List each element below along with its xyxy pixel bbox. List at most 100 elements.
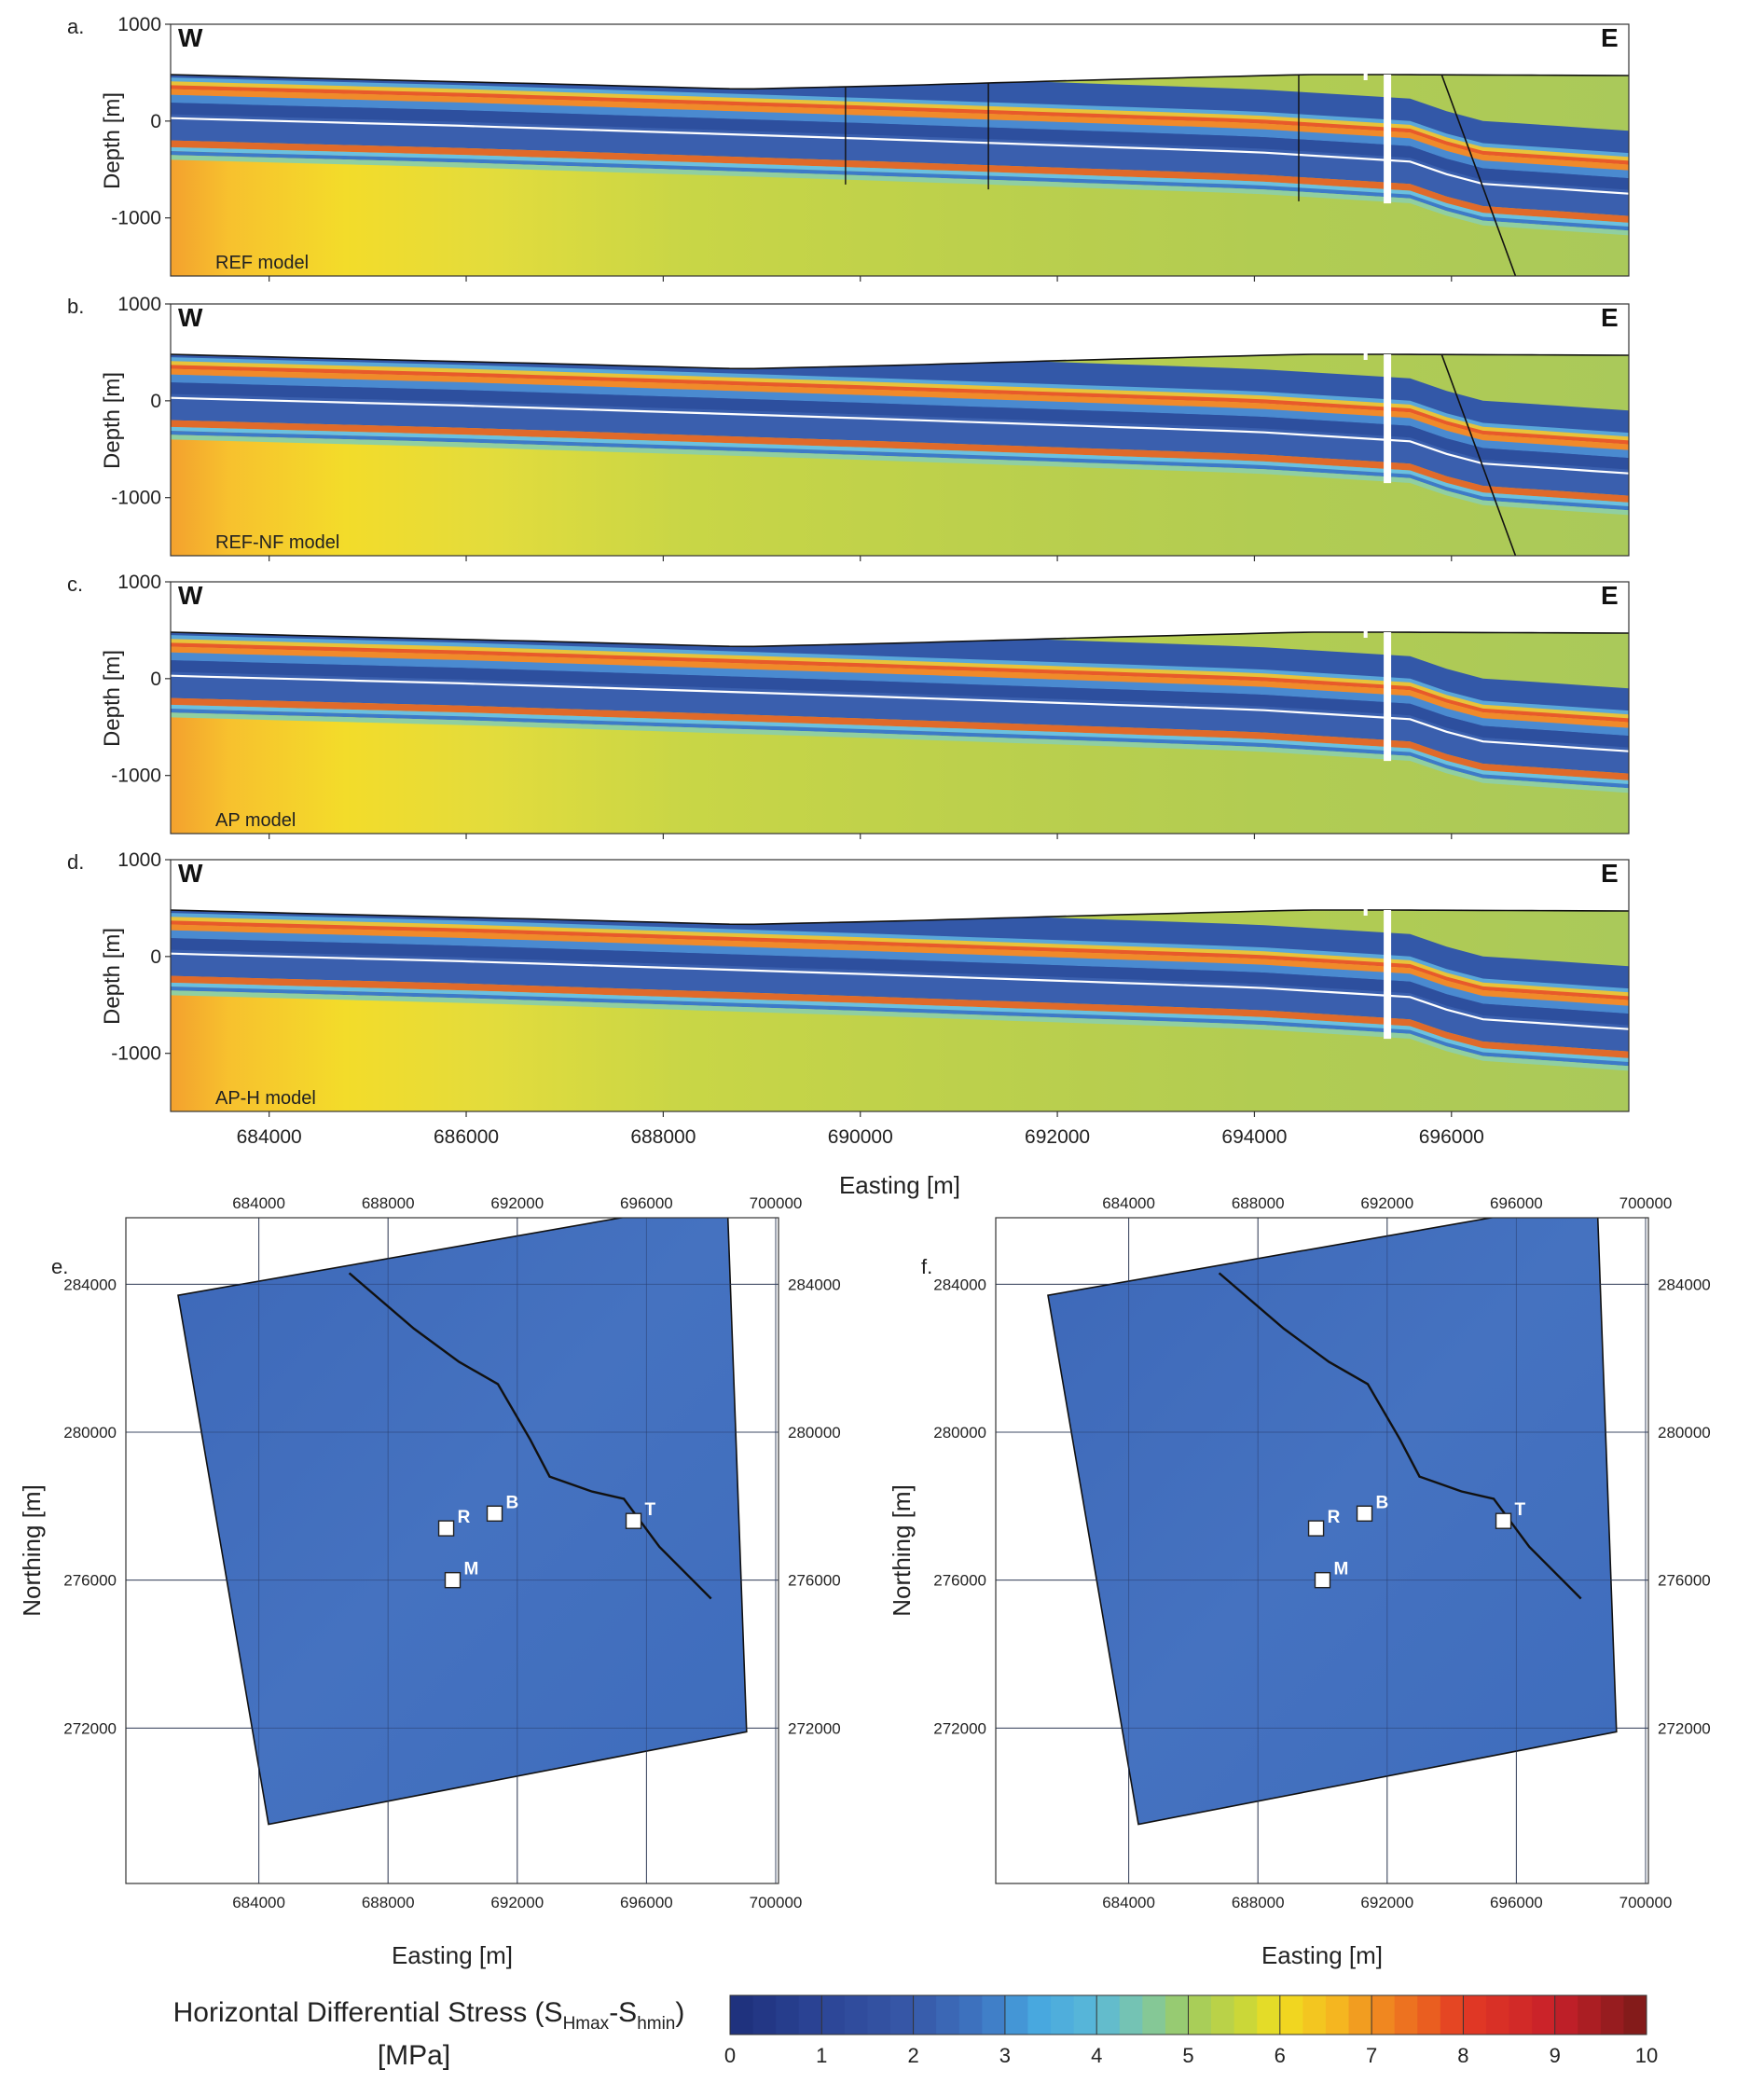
y-tick-label: -1000 bbox=[111, 766, 161, 787]
well-t-marker bbox=[1384, 354, 1392, 484]
y-tick-label: 0 bbox=[150, 391, 161, 412]
stress-field: T W E AP-H model bbox=[171, 859, 1629, 1111]
map-bottom-tick-label: 696000 bbox=[620, 1894, 673, 1911]
east-label: E bbox=[1601, 303, 1619, 332]
main-fault-line bbox=[1440, 353, 1517, 556]
blue-band-2 bbox=[171, 94, 1629, 179]
stress-field: T W E REF-NF model bbox=[171, 303, 1629, 556]
map-bottom-tick-label: 688000 bbox=[1232, 1894, 1285, 1911]
map-body: R B M T bbox=[126, 1218, 779, 1883]
colorbar-segment bbox=[1440, 1995, 1464, 2035]
y-tick-label: 0 bbox=[150, 111, 161, 132]
high-stress-band bbox=[171, 920, 1629, 1000]
colorbar-segment bbox=[798, 1995, 822, 2035]
x-tick-label: 688000 bbox=[630, 1126, 696, 1148]
sky-region bbox=[171, 582, 1629, 647]
x-tick-label: 692000 bbox=[1025, 1126, 1090, 1148]
well-t-marker bbox=[1384, 910, 1392, 1040]
colorbar-tick-label: 7 bbox=[1366, 2044, 1377, 2067]
lower-cyan-band bbox=[171, 426, 1629, 506]
map-left-tick-label: 284000 bbox=[63, 1276, 117, 1293]
map-y-axis-label: Northing [m] bbox=[888, 1484, 916, 1617]
colorbar-segment bbox=[1348, 1995, 1372, 2035]
faults bbox=[845, 74, 1517, 276]
colorbar-tick-label: 1 bbox=[816, 2044, 827, 2067]
colorbar-tick-label: 8 bbox=[1457, 2044, 1468, 2067]
colorbar-tick-label: 10 bbox=[1635, 2044, 1658, 2067]
map-bottom-tick-label: 688000 bbox=[362, 1894, 415, 1911]
colorbar-segment bbox=[1623, 1995, 1647, 2035]
stress-field: T W E REF model bbox=[171, 23, 1629, 276]
map-panel-1: R B M T 684000 684000 688000 688000 692000 692000… bbox=[18, 1194, 841, 1969]
map-right-tick-label: 276000 bbox=[788, 1572, 841, 1590]
colorbar-tick-label: 9 bbox=[1550, 2044, 1561, 2067]
colorbar-segment bbox=[1142, 1995, 1166, 2035]
colorbar-segment bbox=[1485, 1995, 1510, 2035]
main-fault-line bbox=[1440, 74, 1517, 276]
map-body: R B M T bbox=[996, 1218, 1648, 1883]
map-bottom-tick-label: 700000 bbox=[750, 1894, 803, 1911]
lower-cyan-band bbox=[171, 982, 1629, 1062]
map-right-tick-label: 272000 bbox=[1658, 1719, 1711, 1737]
colorbar-segment bbox=[1554, 1995, 1578, 2035]
sky-region bbox=[171, 304, 1629, 369]
colorbar-segment bbox=[1211, 1995, 1235, 2035]
colorbar-segment bbox=[913, 1995, 937, 2035]
x-axis-label: Easting [m] bbox=[839, 1171, 960, 1199]
colorbar-title-suffix: ) bbox=[675, 1997, 684, 2028]
colorbar-segment bbox=[867, 1995, 891, 2035]
x-tick-label: 694000 bbox=[1221, 1126, 1287, 1148]
colorbar-tick-label: 4 bbox=[1091, 2044, 1102, 2067]
east-label: E bbox=[1601, 859, 1619, 888]
map-left-tick-label: 280000 bbox=[933, 1424, 986, 1442]
orange-band bbox=[171, 368, 1629, 450]
colorbar-tick-label: 5 bbox=[1182, 2044, 1193, 2067]
map-top-tick-label: 696000 bbox=[620, 1194, 673, 1212]
map-top-tick-label: 688000 bbox=[1232, 1194, 1285, 1212]
colorbar-tick-label: 0 bbox=[724, 2044, 736, 2067]
y-tick-label: 0 bbox=[150, 946, 161, 968]
map-right-tick-label: 276000 bbox=[1658, 1572, 1711, 1590]
dark-blue-band bbox=[171, 938, 1629, 1026]
west-label: W bbox=[178, 581, 203, 610]
lower-blue-band bbox=[171, 431, 1629, 511]
colorbar-segment bbox=[1051, 1995, 1075, 2035]
map-right-tick-label: 280000 bbox=[1658, 1424, 1711, 1442]
orange-band bbox=[171, 89, 1629, 171]
colorbar-tick-label: 6 bbox=[1275, 2044, 1286, 2067]
y-axis-label: Depth [m] bbox=[100, 92, 125, 189]
section-panel-2: T W E REF-NF model b. 1000 0 -1000 Depth [m] bbox=[67, 294, 1630, 561]
map-views: R B M T 684000 684000 688000 688000 692000 692000… bbox=[18, 1194, 1711, 1969]
well-marker-t bbox=[625, 1512, 642, 1529]
colorbar-title: Horizontal Differential Stress (SHmax-Sh… bbox=[173, 1997, 685, 2034]
panel-frame bbox=[170, 23, 1630, 277]
map-top-tick-label: 684000 bbox=[1102, 1194, 1155, 1212]
colorbar-segment bbox=[776, 1995, 800, 2035]
y-tick-label: -1000 bbox=[111, 1043, 161, 1065]
map-top-tick-label: 700000 bbox=[1619, 1194, 1673, 1212]
panel-frame bbox=[170, 581, 1630, 835]
east-label: E bbox=[1601, 23, 1619, 52]
colorbar-segment bbox=[1532, 1995, 1556, 2035]
well-label-b: B bbox=[506, 1493, 519, 1512]
well-t-label: T bbox=[1357, 337, 1373, 366]
lower-blue-band bbox=[171, 709, 1629, 789]
panel-letter: d. bbox=[67, 850, 84, 874]
reservoir-band bbox=[171, 671, 1629, 774]
map-top-tick-label: 692000 bbox=[1360, 1194, 1413, 1212]
map-bottom-tick-label: 700000 bbox=[1619, 1894, 1673, 1911]
sky-region bbox=[171, 24, 1629, 90]
colorbar-segment bbox=[958, 1995, 983, 2035]
colorbar-segment bbox=[821, 1995, 846, 2035]
model-label: AP model bbox=[215, 810, 296, 831]
east-label: E bbox=[1601, 581, 1619, 610]
well-label-t: T bbox=[1515, 1500, 1526, 1520]
colorbar-title-sub1: Hmax bbox=[563, 2014, 610, 2034]
map-top-tick-label: 700000 bbox=[750, 1194, 803, 1212]
blue-band-2 bbox=[171, 652, 1629, 737]
panel-frame bbox=[170, 859, 1630, 1112]
y-tick-label: 1000 bbox=[117, 14, 161, 35]
lower-blue-band bbox=[171, 986, 1629, 1067]
map-frame bbox=[995, 1217, 1649, 1884]
